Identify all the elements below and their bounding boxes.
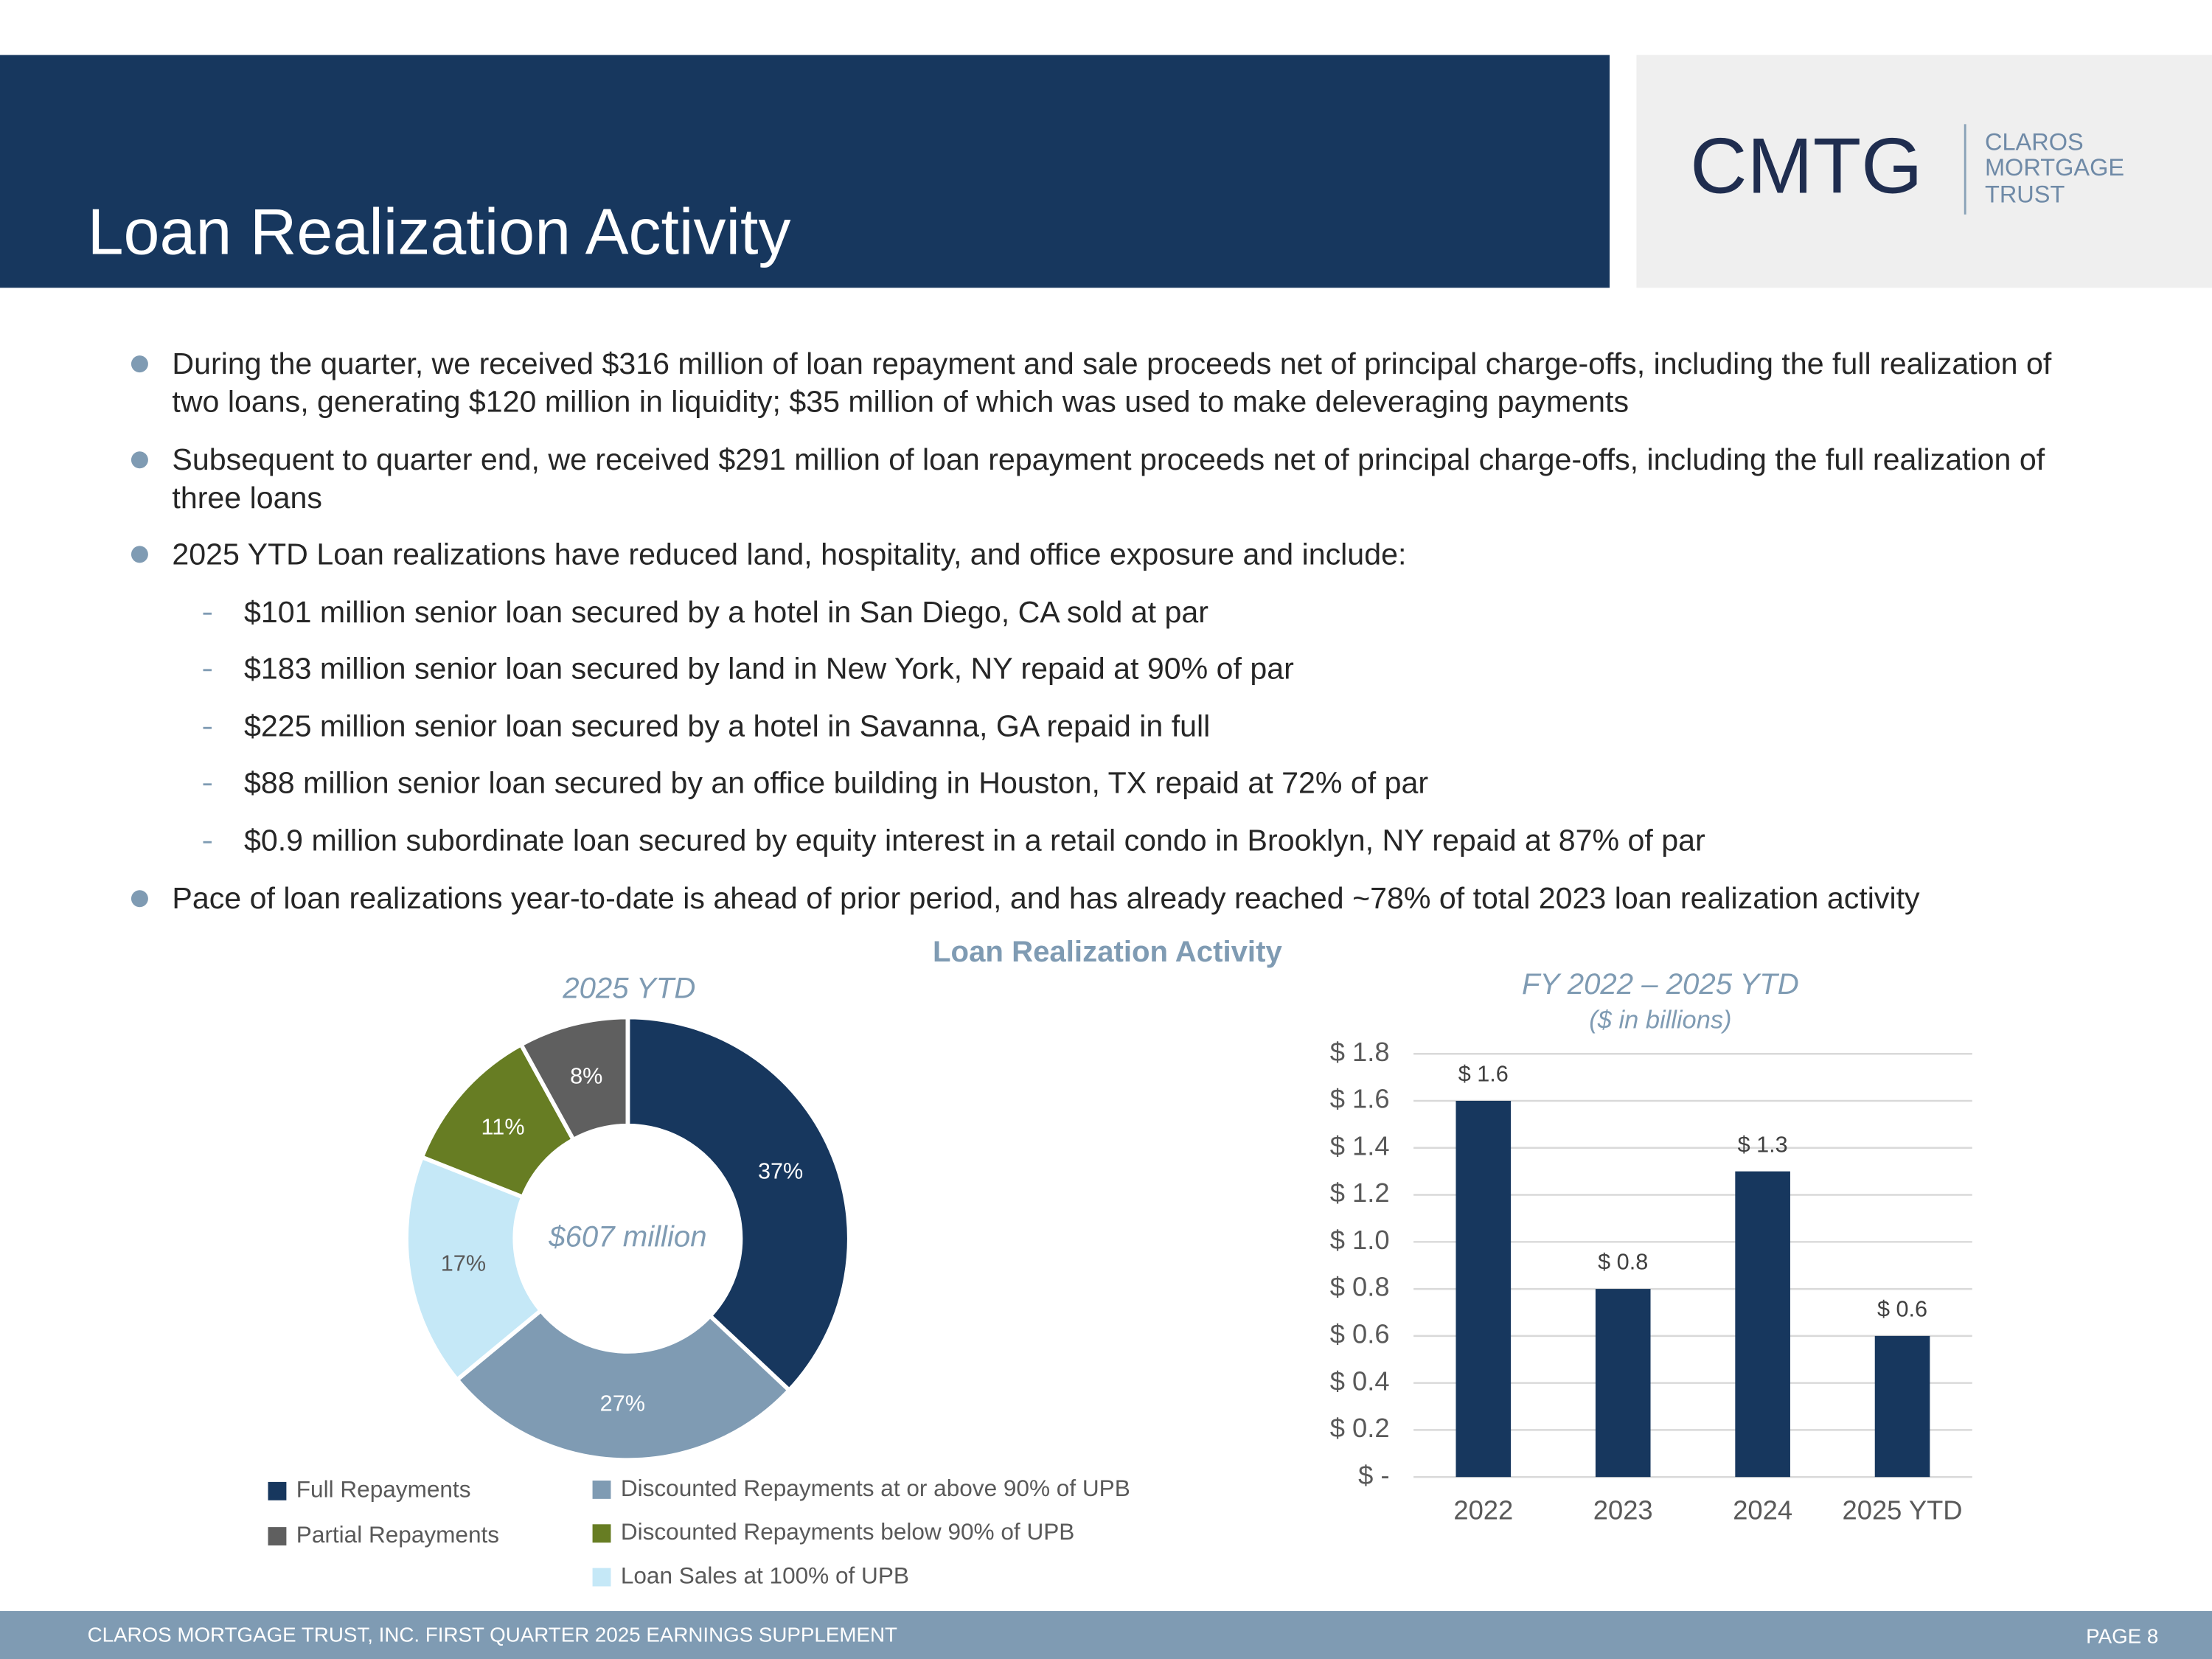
sub-bullet-text: $183 million senior loan secured by land… <box>243 650 1294 685</box>
bullet-dot <box>131 355 148 373</box>
data-label: 17% <box>441 1251 486 1276</box>
chart-title: 2025 YTD <box>562 972 695 1005</box>
bullet-text: Subsequent to quarter end, we received $… <box>172 442 2045 515</box>
x-tick-label: 2024 <box>1733 1495 1792 1526</box>
x-tick-label: 2022 <box>1453 1495 1513 1526</box>
legend-label: Partial Repayments <box>296 1521 499 1548</box>
footer-text: CLAROS MORTGAGE TRUST, INC. FIRST QUARTE… <box>88 1624 897 1646</box>
data-label: 27% <box>600 1391 645 1416</box>
legend-swatch <box>592 1568 611 1587</box>
footer-band <box>0 1610 2212 1659</box>
y-tick-label: $ 0.2 <box>1330 1413 1390 1443</box>
data-label: $ 0.8 <box>1598 1250 1648 1275</box>
sub-bullet-text: $88 million senior loan secured by an of… <box>243 765 1429 799</box>
data-label: 37% <box>758 1158 803 1183</box>
page-number: PAGE 8 <box>2086 1625 2158 1648</box>
legend-swatch <box>592 1480 611 1499</box>
legend-swatch <box>592 1524 611 1543</box>
y-tick-label: $ 1.8 <box>1330 1037 1390 1067</box>
data-label: $ 1.3 <box>1738 1132 1788 1157</box>
x-tick-label: 2023 <box>1593 1495 1653 1526</box>
bullet-text: 2025 YTD Loan realizations have reduced … <box>172 536 1407 571</box>
data-label: $ 1.6 <box>1458 1062 1509 1087</box>
bar <box>1874 1335 1930 1478</box>
donut-slice <box>404 1154 544 1383</box>
legend-swatch <box>268 1527 287 1545</box>
y-tick-label: $ 0.6 <box>1330 1318 1390 1349</box>
y-tick-label: $ 0.8 <box>1330 1272 1390 1302</box>
sub-bullet-text: $101 million senior loan secured by a ho… <box>243 594 1208 629</box>
section-title: Loan Realization Activity <box>933 935 1282 968</box>
bar <box>1455 1100 1512 1478</box>
bullet-dot <box>131 451 148 469</box>
center-label: $607 million <box>548 1220 706 1253</box>
bullet-text: During the quarter, we received $316 mil… <box>172 346 2052 419</box>
legend-swatch <box>268 1481 287 1500</box>
y-tick-label: $ 1.4 <box>1330 1130 1390 1161</box>
legend-label: Discounted Repayments at or above 90% of… <box>621 1475 1130 1501</box>
bullet-text: Pace of loan realizations year-to-date i… <box>172 880 1920 915</box>
y-tick-label: $ - <box>1358 1460 1389 1490</box>
logo-line: TRUST <box>1985 181 2065 208</box>
donut-slice <box>518 1015 630 1143</box>
donut-slice <box>625 1015 852 1394</box>
data-label: $ 0.6 <box>1877 1297 1927 1322</box>
bullet-dot <box>131 890 148 908</box>
header-band <box>0 55 1610 288</box>
sub-bullet-text: $225 million senior loan secured by a ho… <box>243 709 1211 743</box>
legend-label: Discounted Repayments below 90% of UPB <box>621 1518 1075 1545</box>
x-tick-label: 2025 YTD <box>1843 1495 1963 1526</box>
legend-label: Full Repayments <box>296 1476 471 1503</box>
y-tick-label: $ 1.0 <box>1330 1225 1390 1255</box>
y-tick-label: $ 0.4 <box>1330 1366 1390 1396</box>
logo-mark: CMTG <box>1690 122 1922 210</box>
data-label: 8% <box>570 1063 602 1088</box>
logo-box <box>1636 55 2212 288</box>
logo-line: MORTGAGE <box>1985 154 2124 181</box>
legend-label: Loan Sales at 100% of UPB <box>621 1562 909 1588</box>
logo-line: CLAROS <box>1985 129 2084 156</box>
chart-title: FY 2022 – 2025 YTD <box>1522 967 1799 1001</box>
y-tick-label: $ 1.2 <box>1330 1178 1390 1208</box>
y-tick-label: $ 1.6 <box>1330 1084 1390 1114</box>
bar <box>1595 1289 1651 1478</box>
page-title: Loan Realization Activity <box>88 195 791 268</box>
bullet-dot <box>131 546 148 563</box>
sub-bullet-text: $0.9 million subordinate loan secured by… <box>243 823 1705 858</box>
donut-slice <box>453 1307 793 1463</box>
chart-subtitle: ($ in billions) <box>1589 1006 1731 1034</box>
bar <box>1735 1171 1790 1478</box>
data-label: 11% <box>481 1115 525 1140</box>
